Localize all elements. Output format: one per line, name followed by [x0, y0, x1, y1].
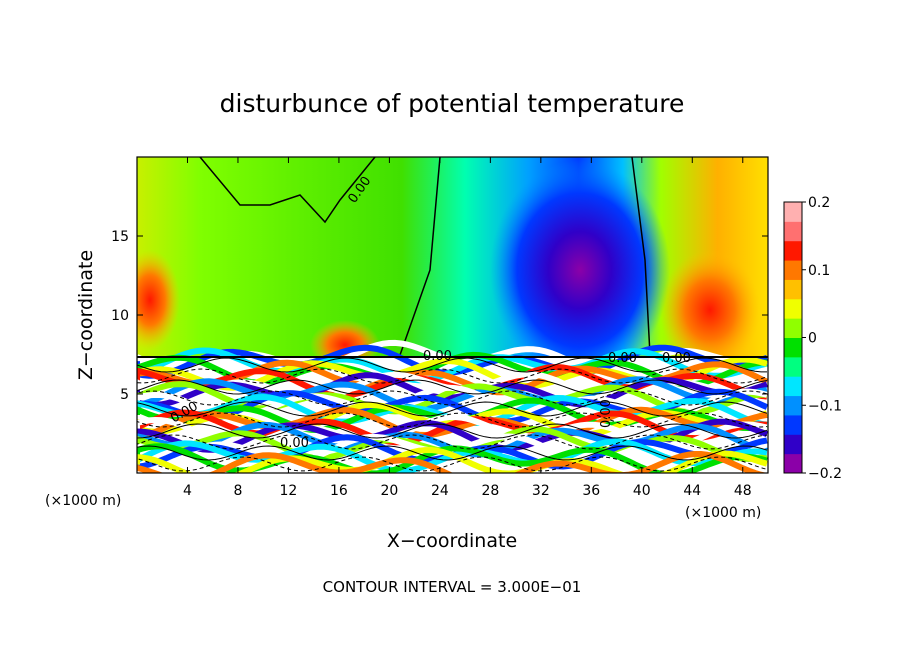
colorbar-swatch [784, 453, 802, 474]
colorbar-swatch [784, 356, 802, 377]
lower-contour [137, 456, 768, 472]
contour-label: 0.00 [662, 351, 691, 366]
lower-contour [137, 401, 768, 417]
colorbar-swatch [784, 434, 802, 455]
lower-contour [137, 368, 768, 384]
colorbar-tick-label: −0.1 [808, 398, 842, 414]
x-tick-label: 8 [233, 483, 242, 499]
x-tick-label: 24 [431, 483, 449, 499]
colorbar-swatch [784, 221, 802, 242]
chart-title: disturbunce of potential temperature [220, 89, 685, 118]
colorbar-swatch [784, 395, 802, 416]
y-tick-label: 10 [111, 308, 129, 324]
upper-contour-mid [399, 157, 441, 356]
x-tick-label: 32 [532, 483, 550, 499]
upper-contour-left [199, 157, 376, 224]
lower-contour [137, 357, 767, 373]
lower-contour [137, 390, 768, 406]
plot-area [137, 157, 768, 473]
lower-band [137, 451, 768, 473]
x-axis: 4 8 12 16 20 24 28 32 36 40 44 48 [183, 157, 752, 499]
lower-contour [137, 379, 768, 395]
contour-label: 0.00 [423, 349, 452, 364]
warm-patch-left [137, 250, 180, 350]
colorbar-swatch [784, 260, 802, 280]
contour-label: 0.00 [608, 351, 637, 366]
lower-contour [137, 412, 768, 428]
y-tick-label: 15 [111, 229, 129, 245]
cold-core [490, 160, 670, 380]
lower-turbulent-layer [137, 339, 768, 473]
x-tick-label: 12 [280, 483, 298, 499]
colorbar-swatch [784, 202, 802, 222]
x-tick-label: 40 [633, 483, 651, 499]
x-axis-label: X−coordinate [387, 530, 517, 552]
lower-contour [137, 434, 768, 450]
y-tick-label: 5 [120, 387, 129, 403]
x-tick-label: 16 [330, 483, 348, 499]
x-unit-label-right: (×1000 m) [685, 505, 761, 521]
x-unit-label-left: (×1000 m) [45, 493, 121, 509]
upper-contour-right [631, 157, 651, 356]
contour-label: 0.00 [599, 399, 614, 428]
x-tick-label: 28 [481, 483, 499, 499]
warm-patch-right [660, 250, 760, 370]
x-tick-label: 4 [183, 483, 192, 499]
colorbar-swatch [784, 376, 802, 397]
colorbar-swatch [784, 337, 802, 358]
x-tick-label: 48 [734, 483, 752, 499]
colorbar-tick-label: 0.2 [808, 195, 830, 211]
x-tick-label: 44 [683, 483, 701, 499]
colorbar-tick-label: −0.2 [808, 466, 842, 482]
colorbar-tick-label: 0 [808, 331, 817, 347]
colorbar-swatch [784, 298, 802, 319]
lower-contour [137, 423, 768, 439]
colorbar-tick-label: 0.1 [808, 263, 830, 279]
colorbar-swatch [784, 414, 802, 435]
y-axis-label: Z−coordinate [75, 250, 97, 380]
x-tick-label: 36 [582, 483, 600, 499]
lower-contour [137, 445, 768, 461]
colorbar-swatch [784, 240, 802, 261]
colorbar-swatch [784, 318, 802, 338]
x-tick-label: 20 [380, 483, 398, 499]
lower-band [137, 443, 768, 473]
lower-band [137, 446, 768, 473]
y-axis: 5 10 15 [111, 229, 768, 403]
colorbar-swatch [784, 279, 802, 300]
contour-interval-note: CONTOUR INTERVAL = 3.000E−01 [323, 578, 582, 596]
colorbar: 0.2 0.1 0 −0.1 −0.2 [783, 195, 842, 482]
contour-label: 0.00 [280, 436, 309, 451]
